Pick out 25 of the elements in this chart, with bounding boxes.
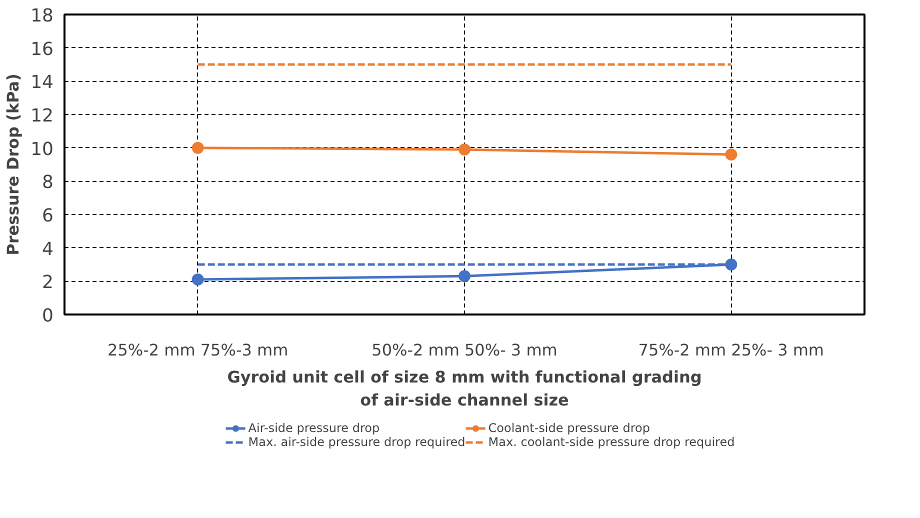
legend-label: Air-side pressure drop (248, 421, 380, 435)
y-tick-label: 4 (42, 238, 54, 260)
x-tick-label: 50%-2 mm 50%- 3 mm (372, 340, 558, 360)
y-axis-title: Pressure Drop (kPa) (4, 74, 23, 256)
x-tick-label: 25%-2 mm 75%-3 mm (108, 340, 288, 360)
y-tick-label: 6 (42, 206, 54, 226)
y-tick-label: 16 (30, 38, 54, 60)
point (192, 274, 204, 286)
y-tick-label: 8 (42, 172, 54, 194)
y-tick-label: 12 (30, 106, 54, 126)
y-tick-label: 14 (30, 72, 54, 94)
y-tick-label: 2 (42, 272, 54, 294)
legend-label: Coolant-side pressure drop (488, 421, 650, 435)
y-tick-label: 18 (30, 6, 54, 26)
legend-label: Max. coolant-side pressure drop required (488, 435, 735, 449)
point (725, 148, 738, 160)
x-axis-title: Gyroid unit cell of size 8 mm with functional grading of air-side channel size (227, 368, 702, 410)
point (725, 258, 738, 270)
y-tick-label: 10 (30, 138, 54, 160)
y-tick-label: 0 (42, 306, 54, 326)
x-tick-label: 75%-2 mm 25%- 3 mm (638, 340, 824, 360)
point (458, 144, 470, 156)
legend-label: Max. air-side pressure drop required (248, 435, 466, 449)
point (192, 142, 204, 154)
point (458, 270, 470, 282)
